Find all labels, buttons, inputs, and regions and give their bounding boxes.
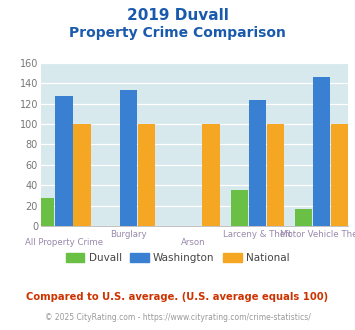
Bar — [55, 96, 72, 226]
Bar — [249, 100, 266, 226]
Bar — [202, 124, 220, 226]
Legend: Duvall, Washington, National: Duvall, Washington, National — [61, 248, 294, 267]
Bar — [295, 209, 312, 226]
Text: Burglary: Burglary — [110, 230, 147, 239]
Bar — [37, 198, 54, 226]
Bar — [331, 124, 349, 226]
Text: © 2025 CityRating.com - https://www.cityrating.com/crime-statistics/: © 2025 CityRating.com - https://www.city… — [45, 313, 310, 322]
Text: Compared to U.S. average. (U.S. average equals 100): Compared to U.S. average. (U.S. average … — [26, 292, 329, 302]
Bar — [73, 124, 91, 226]
Text: Arson: Arson — [181, 238, 205, 247]
Text: All Property Crime: All Property Crime — [25, 238, 103, 247]
Bar — [313, 77, 331, 226]
Bar — [230, 190, 248, 226]
Bar — [120, 90, 137, 226]
Text: 2019 Duvall: 2019 Duvall — [127, 8, 228, 23]
Text: Larceny & Theft: Larceny & Theft — [223, 230, 291, 239]
Bar — [138, 124, 155, 226]
Text: Property Crime Comparison: Property Crime Comparison — [69, 26, 286, 40]
Text: Motor Vehicle Theft: Motor Vehicle Theft — [280, 230, 355, 239]
Bar — [267, 124, 284, 226]
